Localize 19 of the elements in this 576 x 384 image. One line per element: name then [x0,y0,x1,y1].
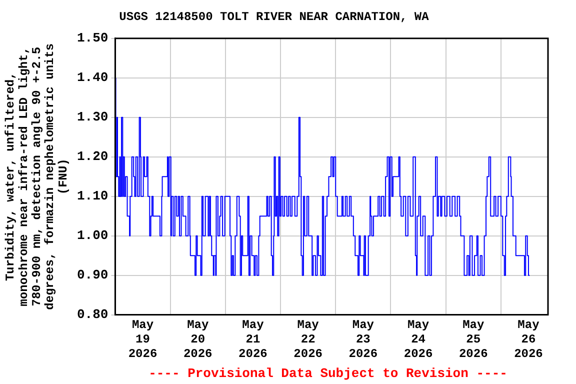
x-tick-label: May 21 2026 [238,318,268,361]
x-tick-label: May 20 2026 [183,318,212,361]
chart-title: USGS 12148500 TOLT RIVER NEAR CARNATION, WA [119,10,430,24]
x-tick-label: May 26 2026 [514,318,543,361]
y-tick-label: 1.30 [76,110,108,125]
x-tick-label: May 24 2026 [404,318,433,361]
x-tick-label: May 22 2026 [294,318,322,361]
y-tick-label: 1.20 [76,149,108,164]
text: ---- Provisional Data Subject to Revision ---- [148,366,508,381]
y-tick-label: 0.80 [76,307,108,322]
y-tick-label: 1.40 [76,70,108,86]
y-tick-label: 1.10 [76,188,108,204]
x-tick-label: May 25 2026 [458,318,488,361]
y-axis-title: Turbidity, water, unfiltered, monochrome near infra-red LED light, 780-900 nm, detection angle 90 +-2.5 degrees, formazin nephelometric units (FNU) [4,43,70,310]
y-tick-label: 1.00 [76,228,108,244]
x-tick-label: May 19 2026 [128,318,158,361]
y-tick-label: 1.50 [76,30,108,46]
x-tick-label: May 23 2026 [348,318,378,361]
y-tick-label: 0.90 [76,268,108,283]
